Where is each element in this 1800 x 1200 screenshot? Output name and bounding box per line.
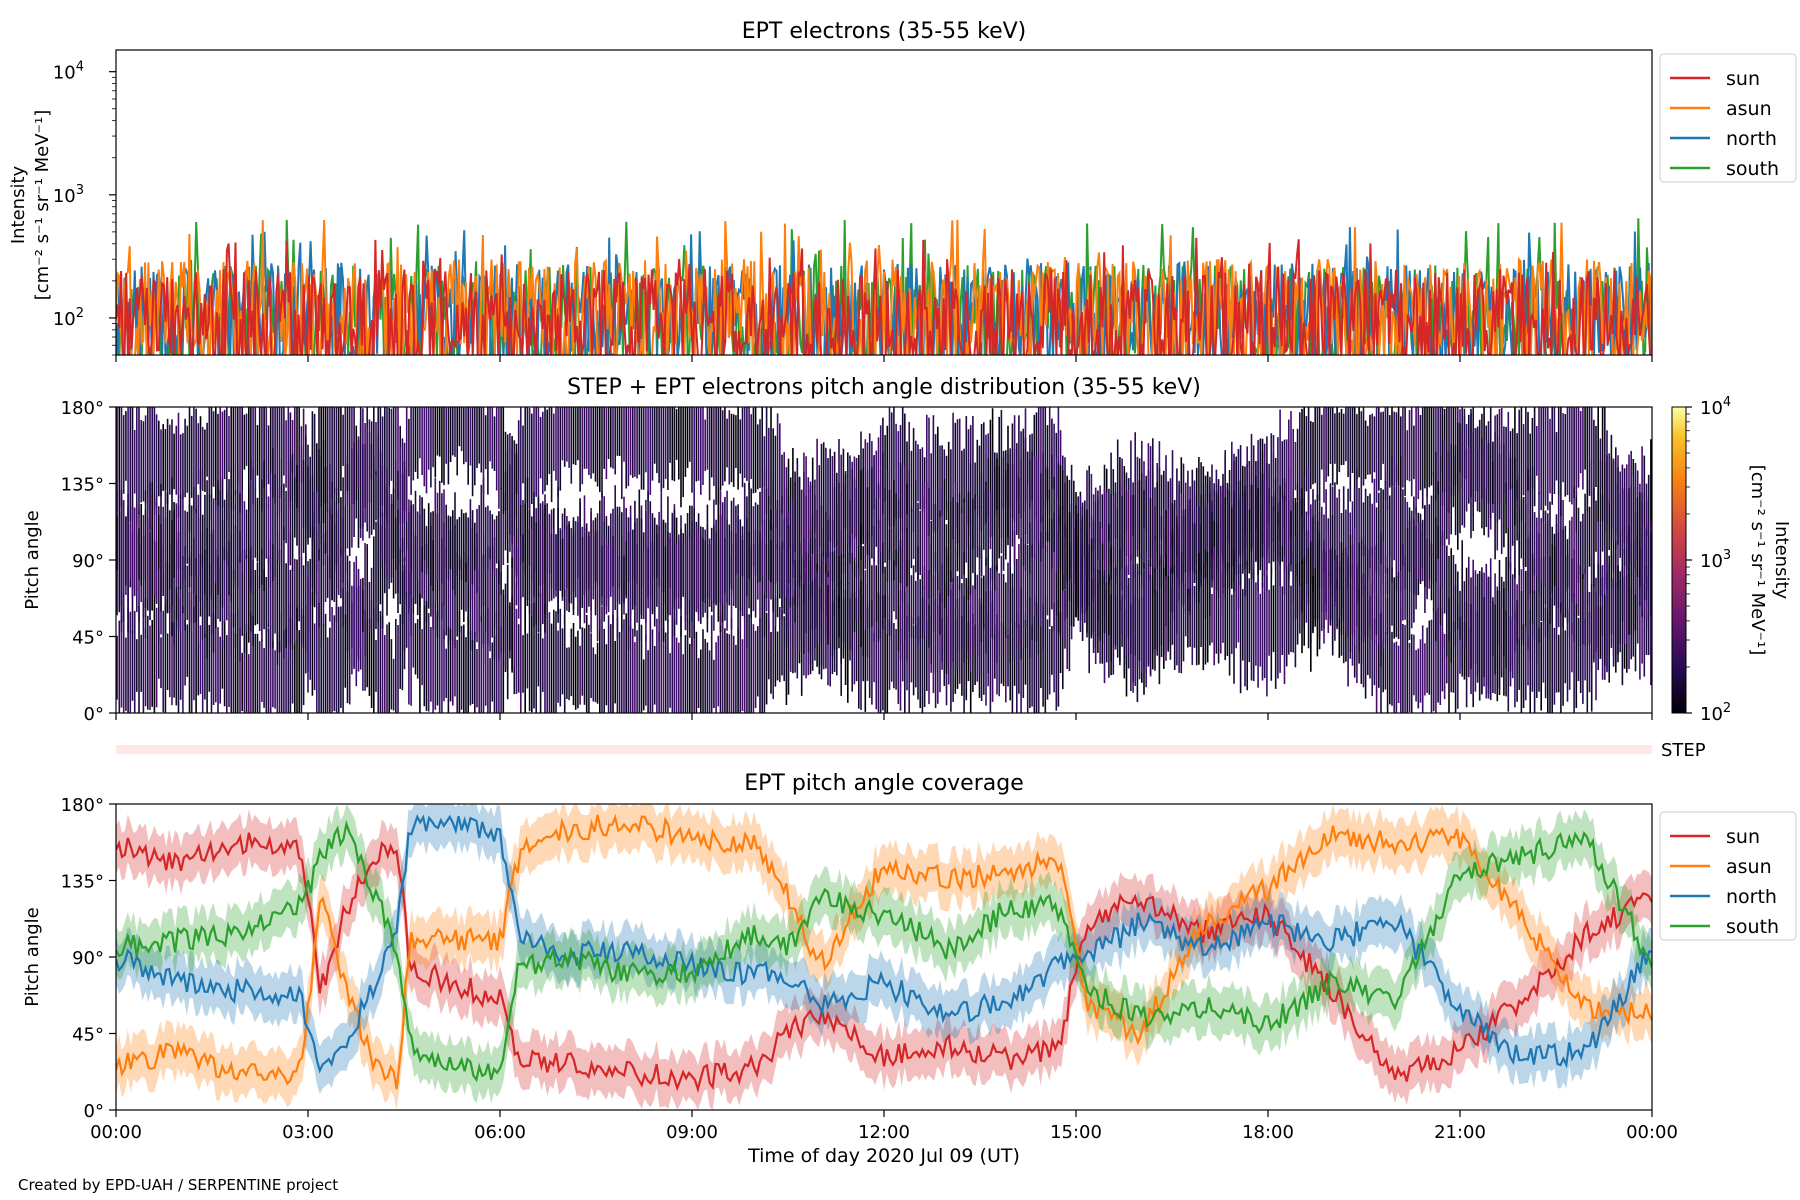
step-bar [116,745,1652,754]
legend-label-north: north [1726,886,1777,908]
coverage-panel-title: EPT pitch angle coverage [744,771,1024,796]
coverage-series-south [116,819,1652,1083]
coverage-y-ticks: 0° 45° 90° 135° 180° [61,795,116,1122]
x-tick-label: 12:00 [858,1122,910,1143]
pad-x-ticks [115,713,1653,720]
coverage-panel: EPT pitch angle coverage 0° 45° 90° 135° 180… [22,771,1797,1167]
pad-colorbar [1671,406,1687,714]
y-tick-label: 135° [61,872,104,893]
coverage-band-south [116,804,1652,1104]
y-tick-label: 0° [84,1101,104,1122]
legend-label-asun: asun [1726,98,1772,120]
legend-box [1659,53,1797,183]
intensity-ylabel-line2: [cm⁻² s⁻¹ sr⁻¹ MeV⁻¹] [32,110,53,301]
y-tick-label: 135° [61,475,104,496]
colorbar-tick-label: 103 [1700,548,1731,572]
intensity-panel-title: EPT electrons (35-55 keV) [742,19,1027,44]
pad-plot-frame [115,406,1653,714]
legend-label-south: south [1726,158,1779,180]
y-tick-label: 45° [72,628,104,649]
y-tick-label: 90° [72,551,104,572]
colorbar-tick-label: 102 [1700,701,1731,725]
legend-label-north: north [1726,128,1777,150]
intensity-series-group [116,218,1652,355]
coverage-series-sun [116,832,1652,1094]
pad-panel-title: STEP + EPT electrons pitch angle distrib… [567,375,1201,400]
step-bar-label: STEP [1661,740,1706,761]
coverage-series-asun [116,813,1652,1090]
y-tick-label: 180° [61,398,104,419]
y-tick-label: 90° [72,948,104,969]
y-tick-label: 180° [61,795,104,816]
legend-label-sun: sun [1726,826,1760,848]
x-tick-label: 00:00 [90,1122,142,1143]
pad-panel: STEP + EPT electrons pitch angle distrib… [22,375,1792,725]
pad-y-ticks: 0° 45° 90° 135° 180° [61,398,116,725]
pad-heatmap [116,407,1652,713]
intensity-panel: EPT electrons (35-55 keV) 102 103 104 Inte… [8,19,1797,362]
legend-label-sun: sun [1726,68,1760,90]
x-tick-label: 09:00 [666,1122,718,1143]
x-axis-label: Time of day 2020 Jul 09 (UT) [747,1145,1020,1167]
x-tick-label: 21:00 [1434,1122,1486,1143]
pad-colorbar-label-line1: Intensity [1771,521,1792,600]
pad-colorbar-label-line2: [cm⁻² s⁻¹ sr⁻¹ MeV⁻¹] [1747,465,1768,656]
y-tick-label: 102 [53,306,84,330]
y-tick-label: 103 [53,183,84,207]
intensity-y-ticks: 102 103 104 [53,60,116,356]
legend-label-south: south [1726,916,1779,938]
footer-credit: Created by EPD-UAH / SERPENTINE project [18,1176,339,1194]
colorbar-tick-label: 104 [1700,395,1731,419]
x-tick-label: 00:00 [1626,1122,1678,1143]
intensity-series-sun [116,237,1652,355]
coverage-band-asun [116,804,1652,1110]
coverage-x-ticks: 00:00 03:00 06:00 09:00 12:00 15:00 18:00 21:00… [90,1110,1678,1143]
y-tick-label: 104 [53,60,84,84]
pad-colorbar-ticks: 102 103 104 [1686,395,1731,725]
coverage-ylabel: Pitch angle [22,907,43,1006]
x-tick-label: 18:00 [1242,1122,1294,1143]
x-tick-label: 06:00 [474,1122,526,1143]
pad-ylabel: Pitch angle [22,510,43,609]
intensity-ylabel-line1: Intensity [8,165,29,244]
y-tick-label: 45° [72,1025,104,1046]
x-tick-label: 15:00 [1050,1122,1102,1143]
intensity-x-ticks [115,355,1653,362]
coverage-legend: sun asun north south [1659,811,1797,941]
y-tick-label: 0° [84,704,104,725]
legend-box [1659,811,1797,941]
intensity-legend: sun asun north south [1659,53,1797,183]
legend-label-asun: asun [1726,856,1772,878]
step-coverage-bar: STEP [116,740,1706,761]
coverage-series-north [116,814,1652,1074]
x-tick-label: 03:00 [282,1122,334,1143]
coverage-series-group [116,804,1652,1110]
coverage-band-north [116,804,1652,1095]
